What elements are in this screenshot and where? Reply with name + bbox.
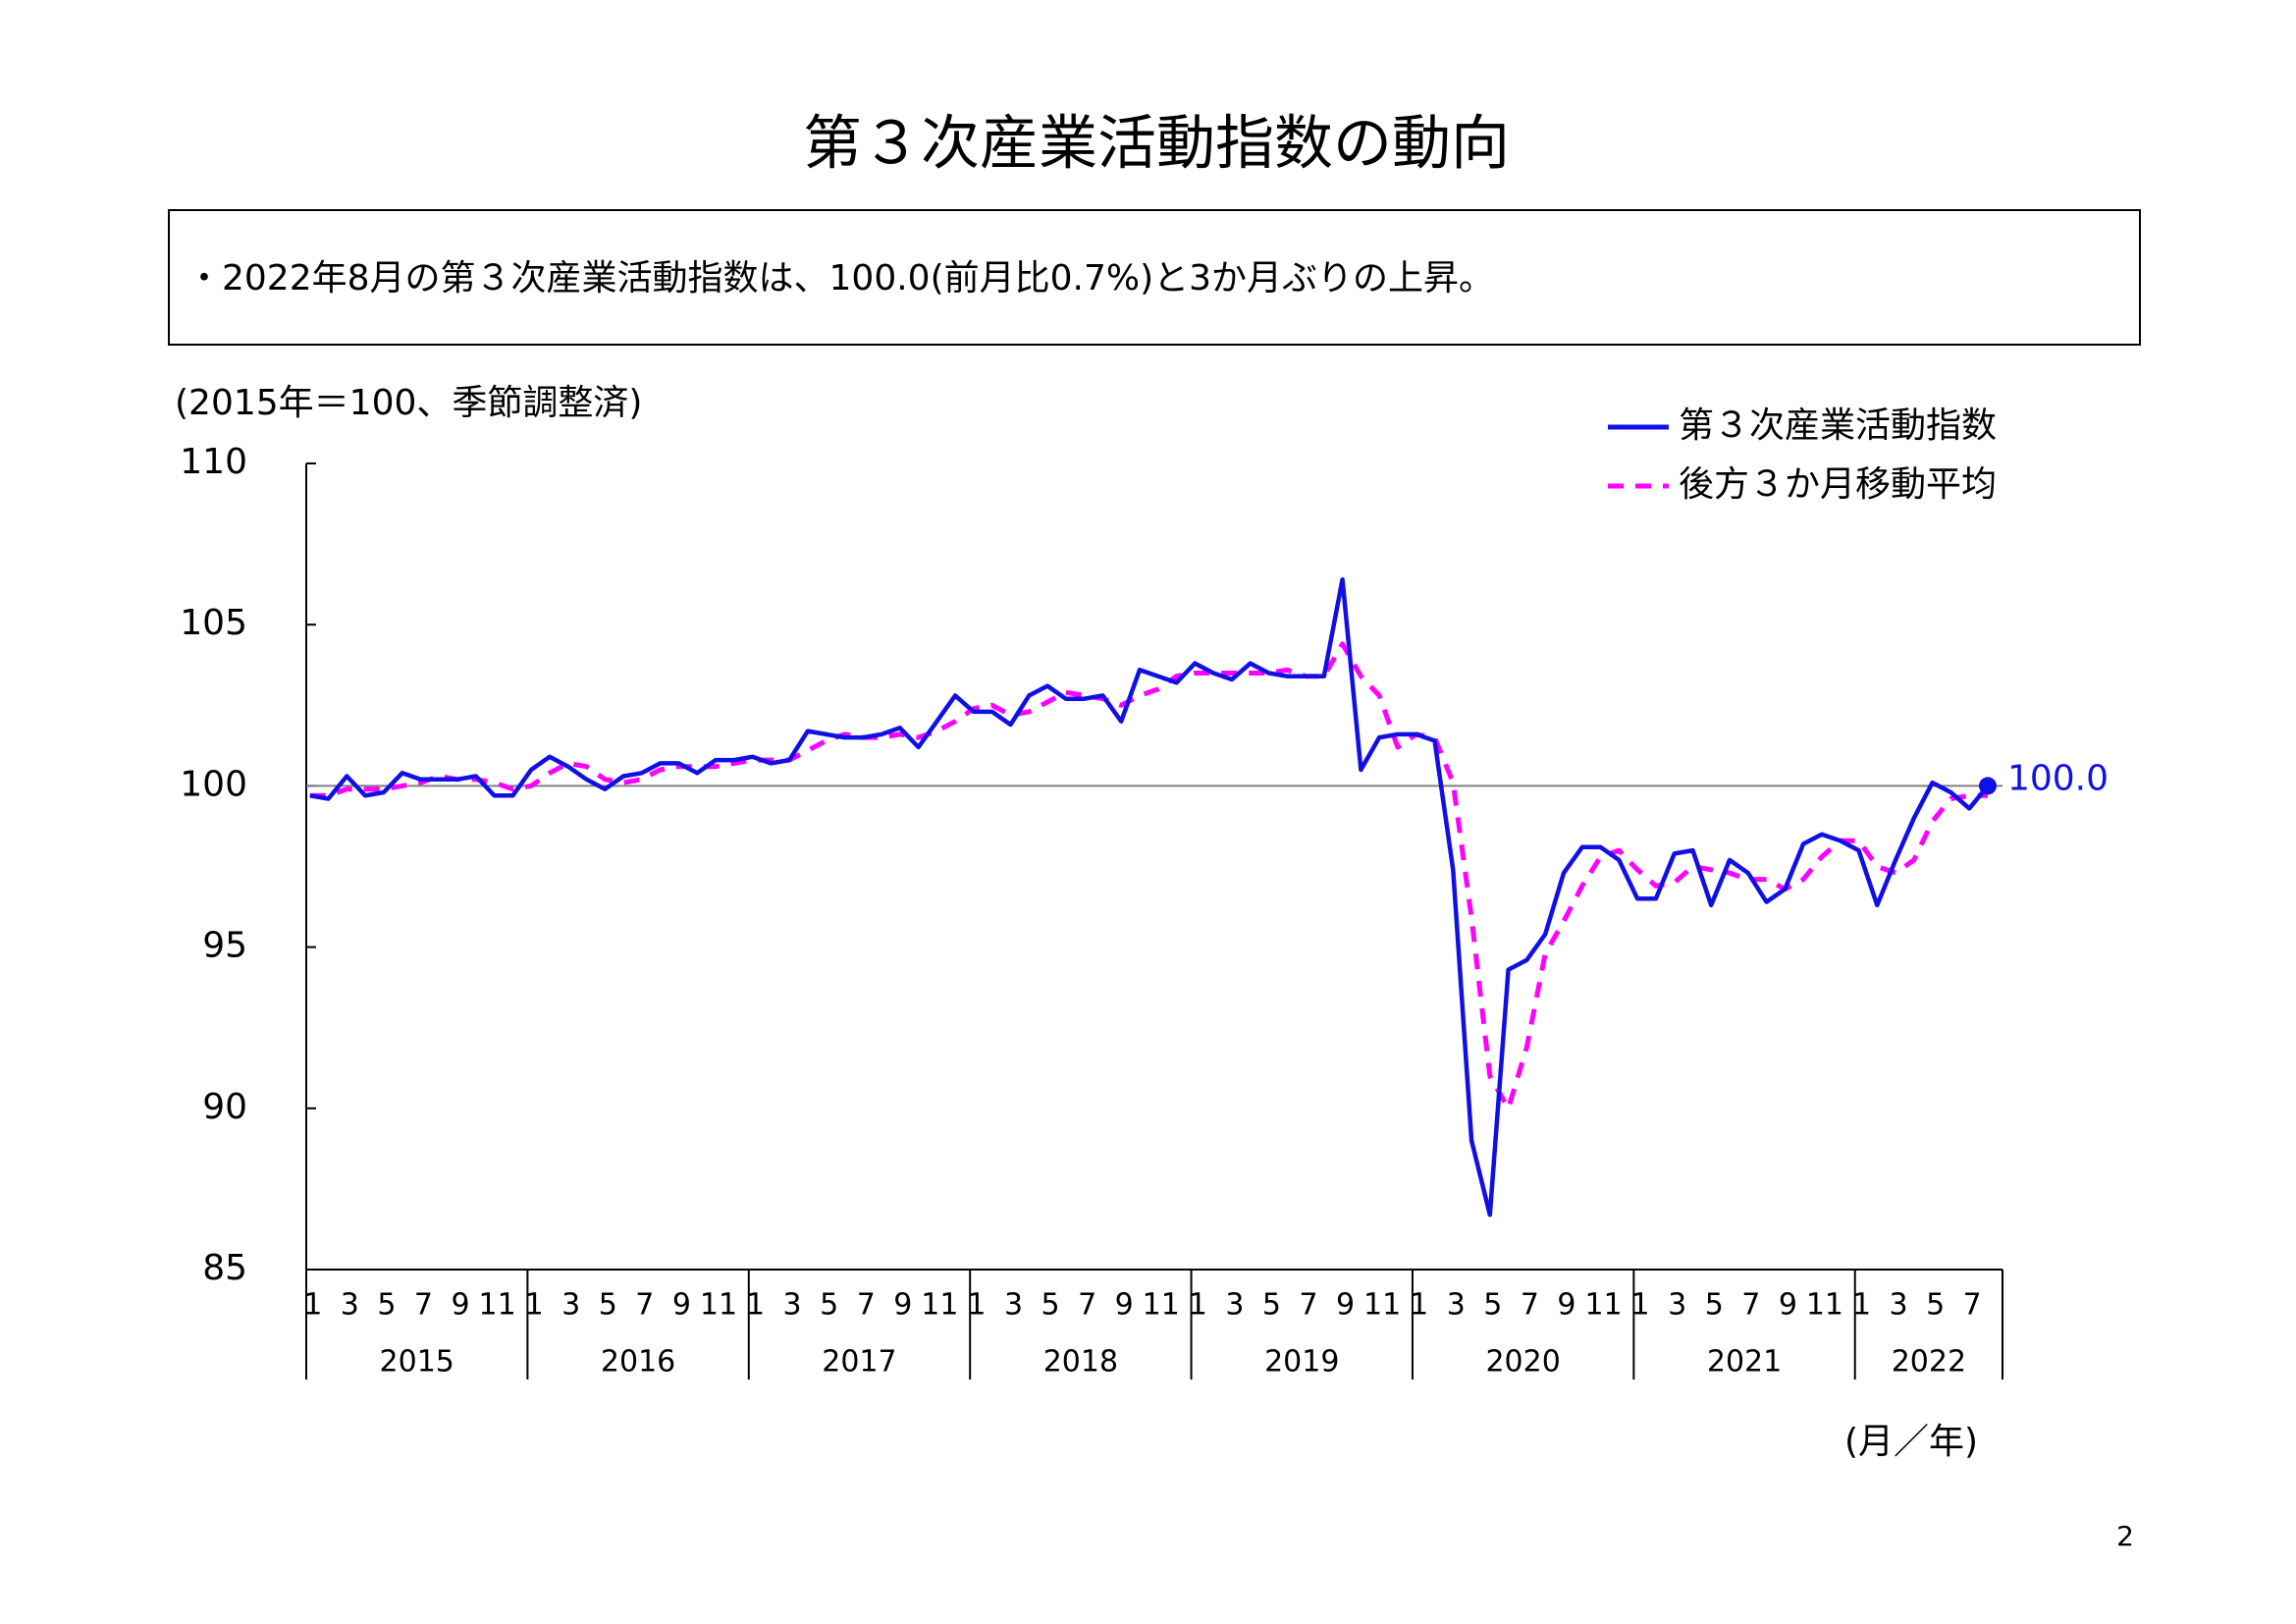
x-tick-label: 9 <box>893 1288 912 1323</box>
x-tick-label: 5 <box>1926 1288 1945 1323</box>
series-line <box>309 641 1988 1111</box>
x-tick-label: 9 <box>451 1288 469 1323</box>
x-tick-label: 7 <box>1078 1288 1096 1323</box>
year-label: 2019 <box>1264 1345 1339 1380</box>
x-tick-label: 11 <box>1363 1288 1401 1323</box>
x-tick-label: 5 <box>1483 1288 1502 1323</box>
x-tick-label: 5 <box>1041 1288 1060 1323</box>
year-label: 2021 <box>1707 1345 1782 1380</box>
x-tick-label: 9 <box>1336 1288 1355 1323</box>
end-point <box>1978 777 1997 795</box>
year-label: 2022 <box>1892 1345 1966 1380</box>
x-tick-label: 9 <box>672 1288 691 1323</box>
x-tick-label: 9 <box>1779 1288 1797 1323</box>
x-tick-label: 11 <box>478 1288 515 1323</box>
x-tick-label: 7 <box>1741 1288 1760 1323</box>
x-tick-label: 11 <box>921 1288 958 1323</box>
legend-label: 後方３か月移動平均 <box>1679 464 1997 505</box>
x-tick-label: 7 <box>414 1288 433 1323</box>
x-tick-label: 3 <box>341 1288 359 1323</box>
y-tick-label: 100 <box>180 764 247 804</box>
x-tick-label: 11 <box>700 1288 737 1323</box>
y-tick-label: 85 <box>202 1248 247 1288</box>
x-tick-label: 1 <box>1631 1288 1650 1323</box>
x-tick-label: 5 <box>599 1288 617 1323</box>
legend-label: 第３次産業活動指数 <box>1679 406 1997 446</box>
year-label: 2017 <box>822 1345 896 1380</box>
year-label: 2020 <box>1485 1345 1560 1380</box>
y-tick-label: 105 <box>180 603 247 643</box>
x-tick-label: 1 <box>967 1288 986 1323</box>
x-tick-label: 3 <box>1668 1288 1686 1323</box>
summary: ・2022年8月の第３次産業活動指数は、100.0(前月比0.7%)と3か月ぶり… <box>187 258 1494 298</box>
value-label: 100.0 <box>2007 758 2109 798</box>
x-tick-label: 1 <box>746 1288 765 1323</box>
x-tick-label: 3 <box>1890 1288 1908 1323</box>
x-tick-label: 1 <box>303 1288 322 1323</box>
x-tick-label: 11 <box>1143 1288 1180 1323</box>
x-tick-label: 7 <box>857 1288 876 1323</box>
x-tick-label: 11 <box>1584 1288 1622 1323</box>
x-tick-label: 9 <box>1115 1288 1134 1323</box>
x-tick-label: 5 <box>377 1288 396 1323</box>
page-number: 2 <box>2116 1520 2134 1552</box>
series-line <box>309 576 1990 1218</box>
x-tick-label: 9 <box>1557 1288 1575 1323</box>
x-tick-label: 7 <box>1521 1288 1539 1323</box>
x-tick-label: 1 <box>1410 1288 1428 1323</box>
x-tick-label: 3 <box>783 1288 802 1323</box>
x-tick-label: 7 <box>1299 1288 1317 1323</box>
x-tick-label: 1 <box>1852 1288 1871 1323</box>
year-label: 2018 <box>1043 1345 1118 1380</box>
y-tick-label: 90 <box>202 1087 247 1127</box>
chart-title: 第３次産業活動指数の動向 <box>803 110 1510 179</box>
x-tick-label: 1 <box>1189 1288 1207 1323</box>
x-tick-label: 3 <box>1004 1288 1023 1323</box>
x-tick-label: 3 <box>561 1288 580 1323</box>
year-label: 2015 <box>380 1345 454 1380</box>
x-tick-label: 7 <box>1963 1288 1982 1323</box>
x-tick-label: 5 <box>1262 1288 1281 1323</box>
summary-box <box>168 209 2141 346</box>
x-tick-label: 1 <box>525 1288 544 1323</box>
y-tick-label: 110 <box>180 442 247 482</box>
x-tick-label: 3 <box>1225 1288 1244 1323</box>
x-tick-label: 7 <box>635 1288 654 1323</box>
x-tick-label: 5 <box>820 1288 838 1323</box>
x-axis-label: (月／年) <box>1844 1422 1978 1462</box>
y-axis-label: (2015年＝100、季節調整済) <box>175 383 642 423</box>
year-label: 2016 <box>601 1345 675 1380</box>
x-tick-label: 5 <box>1705 1288 1724 1323</box>
y-tick-label: 95 <box>202 926 247 966</box>
x-tick-label: 11 <box>1806 1288 1843 1323</box>
x-tick-label: 3 <box>1447 1288 1466 1323</box>
